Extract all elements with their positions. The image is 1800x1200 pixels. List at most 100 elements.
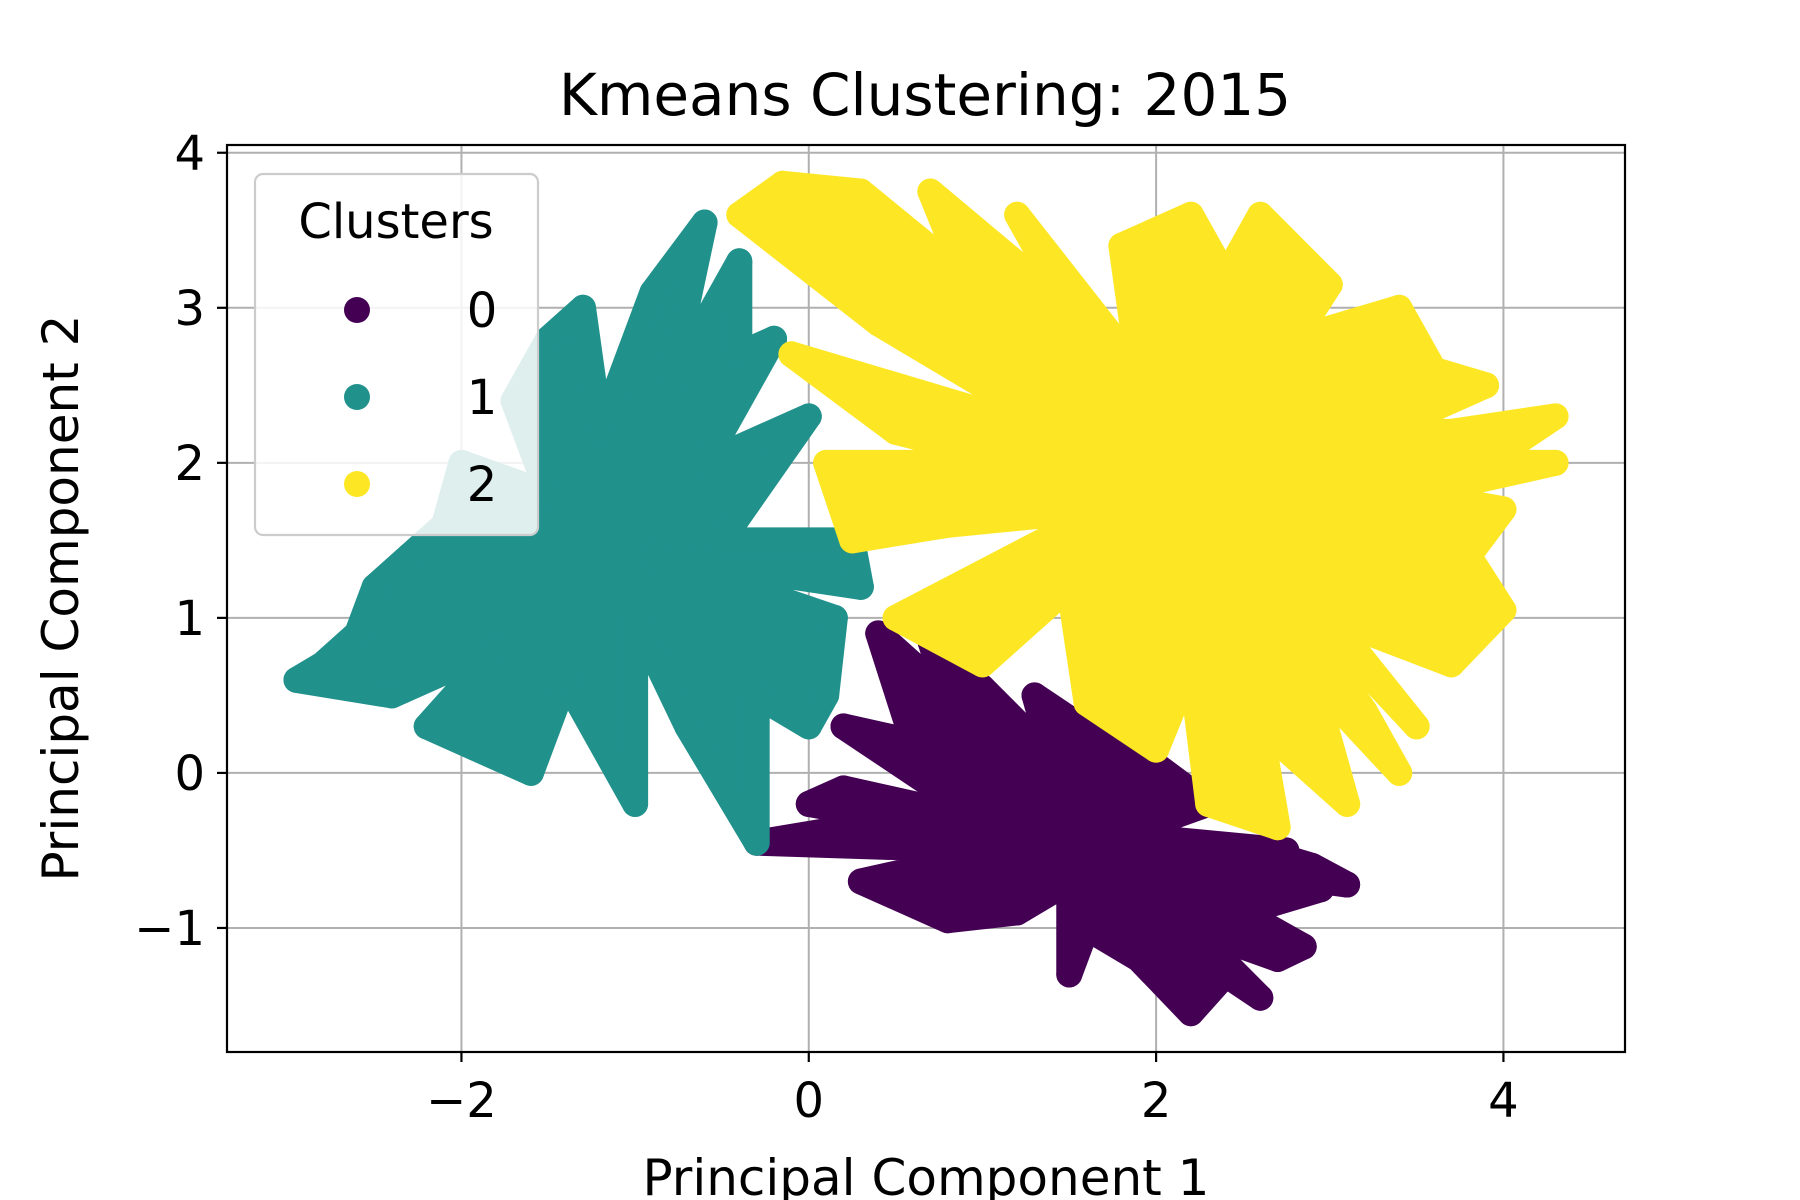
data-point: [1386, 294, 1413, 321]
data-point: [1056, 868, 1083, 895]
data-point: [899, 728, 926, 755]
data-point: [1108, 232, 1135, 259]
y-tick-label: 0: [174, 746, 205, 802]
data-point: [1177, 914, 1204, 941]
data-point: [639, 542, 666, 569]
data-point: [1403, 713, 1430, 740]
legend-marker: [344, 384, 370, 410]
data-point: [1247, 201, 1274, 228]
data-point: [761, 325, 788, 352]
data-point: [1473, 372, 1500, 399]
x-tick-label: 2: [1141, 1073, 1172, 1129]
y-tick-label: 4: [174, 126, 205, 182]
data-point: [865, 310, 892, 337]
data-point: [622, 604, 649, 631]
data-point: [1282, 325, 1309, 352]
data-point: [552, 666, 579, 693]
data-point: [882, 604, 909, 631]
legend-label: 1: [467, 370, 498, 426]
data-point: [674, 713, 701, 740]
data-point: [1212, 961, 1239, 988]
data-point: [1073, 690, 1100, 717]
data-point: [865, 620, 892, 647]
data-point: [969, 651, 996, 678]
data-point: [1299, 852, 1326, 879]
data-point: [743, 829, 770, 856]
series-2: [726, 170, 1569, 841]
data-point: [1247, 984, 1274, 1011]
chart-title: Kmeans Clustering: 2015: [559, 61, 1291, 129]
legend-items: 0 1 2: [344, 283, 497, 513]
data-point: [1316, 271, 1343, 298]
legend-title: Clusters: [298, 194, 493, 250]
data-point: [847, 178, 874, 205]
data-point: [726, 201, 753, 228]
y-tick-label: 2: [174, 436, 205, 492]
data-point: [726, 248, 753, 275]
data-point: [1542, 403, 1569, 430]
data-point: [708, 527, 735, 554]
data-point: [726, 341, 753, 368]
y-tick-label: 1: [174, 591, 205, 647]
data-point: [535, 325, 562, 352]
data-point: [570, 294, 597, 321]
data-point: [1490, 597, 1517, 624]
axis-ticks: −2 0 2 4 −1 0 1 2 3 4: [134, 126, 1518, 1129]
data-point: [1264, 945, 1291, 972]
data-point: [1195, 852, 1222, 879]
data-point: [1438, 651, 1465, 678]
data-point: [1386, 759, 1413, 786]
data-point: [1177, 1000, 1204, 1027]
data-point: [1073, 914, 1100, 941]
data-point: [1264, 814, 1291, 841]
data-point: [813, 682, 840, 709]
data-point: [1056, 573, 1083, 600]
data-point: [1542, 449, 1569, 476]
data-point: [1177, 201, 1204, 228]
legend-marker: [344, 297, 370, 323]
legend: Clusters 0 1 2: [253, 172, 540, 537]
x-tick-label: 0: [794, 1073, 825, 1129]
data-point: [1004, 449, 1031, 476]
data-point: [795, 403, 822, 430]
data-point: [1308, 876, 1335, 903]
data-point: [535, 480, 562, 507]
data-point: [1212, 263, 1239, 290]
data-point: [1247, 837, 1274, 864]
data-point: [656, 372, 683, 399]
data-point: [309, 651, 336, 678]
x-tick-label: −2: [426, 1073, 497, 1129]
data-point: [1438, 418, 1465, 445]
data-point: [1403, 480, 1430, 507]
data-point: [882, 418, 909, 445]
data-point: [769, 170, 796, 197]
data-point: [969, 372, 996, 399]
data-point: [952, 263, 979, 290]
data-point: [283, 666, 310, 693]
data-point: [1368, 418, 1395, 445]
data-point: [969, 674, 996, 701]
data-point: [1334, 871, 1361, 898]
data-point: [830, 775, 857, 802]
data-point: [1108, 821, 1135, 848]
data-point: [1143, 449, 1170, 476]
data-point: [622, 790, 649, 817]
data-point: [934, 907, 961, 934]
data-point: [1229, 899, 1256, 926]
data-point: [1195, 790, 1222, 817]
data-point: [795, 790, 822, 817]
data-point: [1490, 496, 1517, 523]
data-point: [1091, 496, 1118, 523]
data-point: [1091, 728, 1118, 755]
data-point: [1125, 356, 1152, 383]
data-point: [1125, 945, 1152, 972]
y-tick-label: −1: [134, 901, 205, 957]
data-point: [396, 542, 423, 569]
data-point: [361, 573, 388, 600]
data-point: [1229, 527, 1256, 554]
x-axis-title: Principal Component 1: [643, 1149, 1210, 1200]
plot-area-frame: [225, 143, 1627, 1054]
data-point: [813, 449, 840, 476]
data-points: [283, 170, 1569, 1027]
data-point: [483, 635, 510, 662]
